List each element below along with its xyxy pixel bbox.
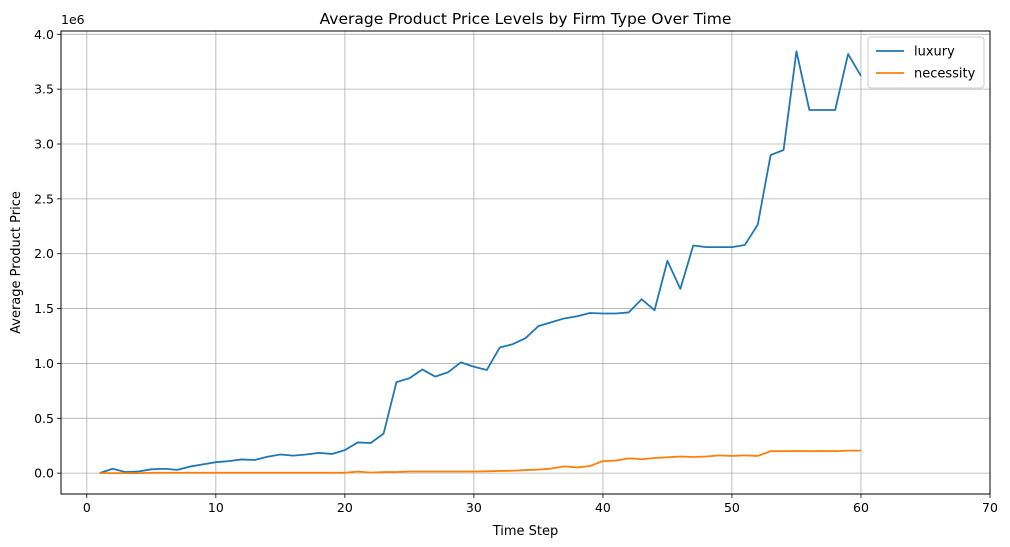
y-tick-label: 3.5 [34, 82, 54, 97]
axis-ticks: 0 10 20 30 40 50 60 70 0.0 0.5 1.0 1.5 2.0 2.5 3.0 3.5 4… [34, 27, 998, 515]
y-tick-label: 1.5 [34, 301, 54, 316]
chart-title: Average Product Price Levels by Firm Typ… [320, 10, 732, 28]
x-tick-label: 70 [982, 500, 998, 515]
x-tick-label: 10 [208, 500, 224, 515]
y-tick-label: 1.0 [34, 356, 54, 371]
y-tick-label: 4.0 [34, 27, 54, 42]
x-tick-label: 40 [595, 500, 611, 515]
grid-lines [61, 31, 991, 494]
y-tick-label: 0.5 [34, 411, 54, 426]
y-axis-label: Average Product Price [9, 191, 24, 334]
series-lines [99, 50, 862, 475]
y-tick-label: 0.0 [34, 466, 54, 481]
y-axis-offset-label: 1e6 [61, 12, 85, 27]
x-tick-label: 30 [466, 500, 482, 515]
x-tick-label: 60 [853, 500, 869, 515]
legend-box [867, 36, 985, 89]
x-tick-label: 20 [337, 500, 353, 515]
legend-label-necessity: necessity [914, 67, 976, 82]
y-tick-label: 3.0 [34, 137, 54, 152]
series-line-necessity [99, 449, 861, 475]
series-line-luxury [99, 50, 862, 475]
x-tick-label: 0 [83, 500, 91, 515]
legend-label-luxury: luxury [914, 45, 955, 60]
y-tick-label: 2.0 [34, 246, 54, 261]
x-axis-label: Time Step [492, 524, 559, 539]
x-tick-label: 50 [724, 500, 740, 515]
legend: luxury necessity [867, 36, 985, 89]
y-tick-label: 2.5 [34, 191, 54, 206]
plot-frame [60, 30, 991, 495]
